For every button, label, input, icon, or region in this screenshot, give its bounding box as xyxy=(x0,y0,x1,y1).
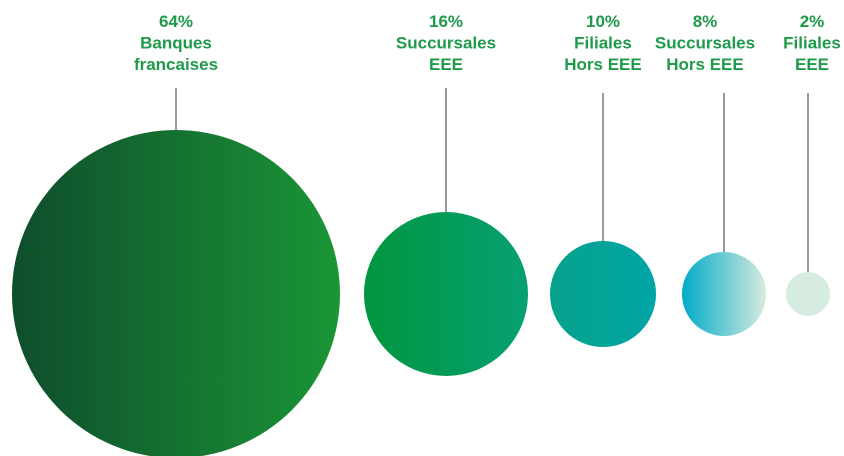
bubble-category-label: Succursales xyxy=(655,34,755,53)
bubble-category-label: Filiales xyxy=(783,34,841,53)
bubble-category-label: francaises xyxy=(134,55,218,74)
bubble xyxy=(682,252,766,336)
bubble-category-label: Hors EEE xyxy=(564,55,641,74)
bubble-category-label: EEE xyxy=(429,55,463,74)
bubble-category-label: Succursales xyxy=(396,34,496,53)
bubble-category-label: Filiales xyxy=(574,34,632,53)
bubble xyxy=(364,212,528,376)
bubble-percent-label: 10% xyxy=(586,12,620,31)
bubbles xyxy=(12,130,830,456)
bubble-category-label: Hors EEE xyxy=(666,55,743,74)
bubble-category-label: Banques xyxy=(140,34,212,53)
bubble-percent-label: 16% xyxy=(429,12,463,31)
leader-lines xyxy=(175,88,809,272)
bubble-percent-label: 8% xyxy=(693,12,718,31)
bubble xyxy=(786,272,830,316)
bubble-percent-label: 2% xyxy=(800,12,825,31)
bubble-category-label: EEE xyxy=(795,55,829,74)
bubble-percent-label: 64% xyxy=(159,12,193,31)
bubble xyxy=(12,130,340,456)
bubble-labels: 64% Banques francaises 16% Succursales EEE 10%… xyxy=(134,12,841,74)
bubble xyxy=(550,241,656,347)
